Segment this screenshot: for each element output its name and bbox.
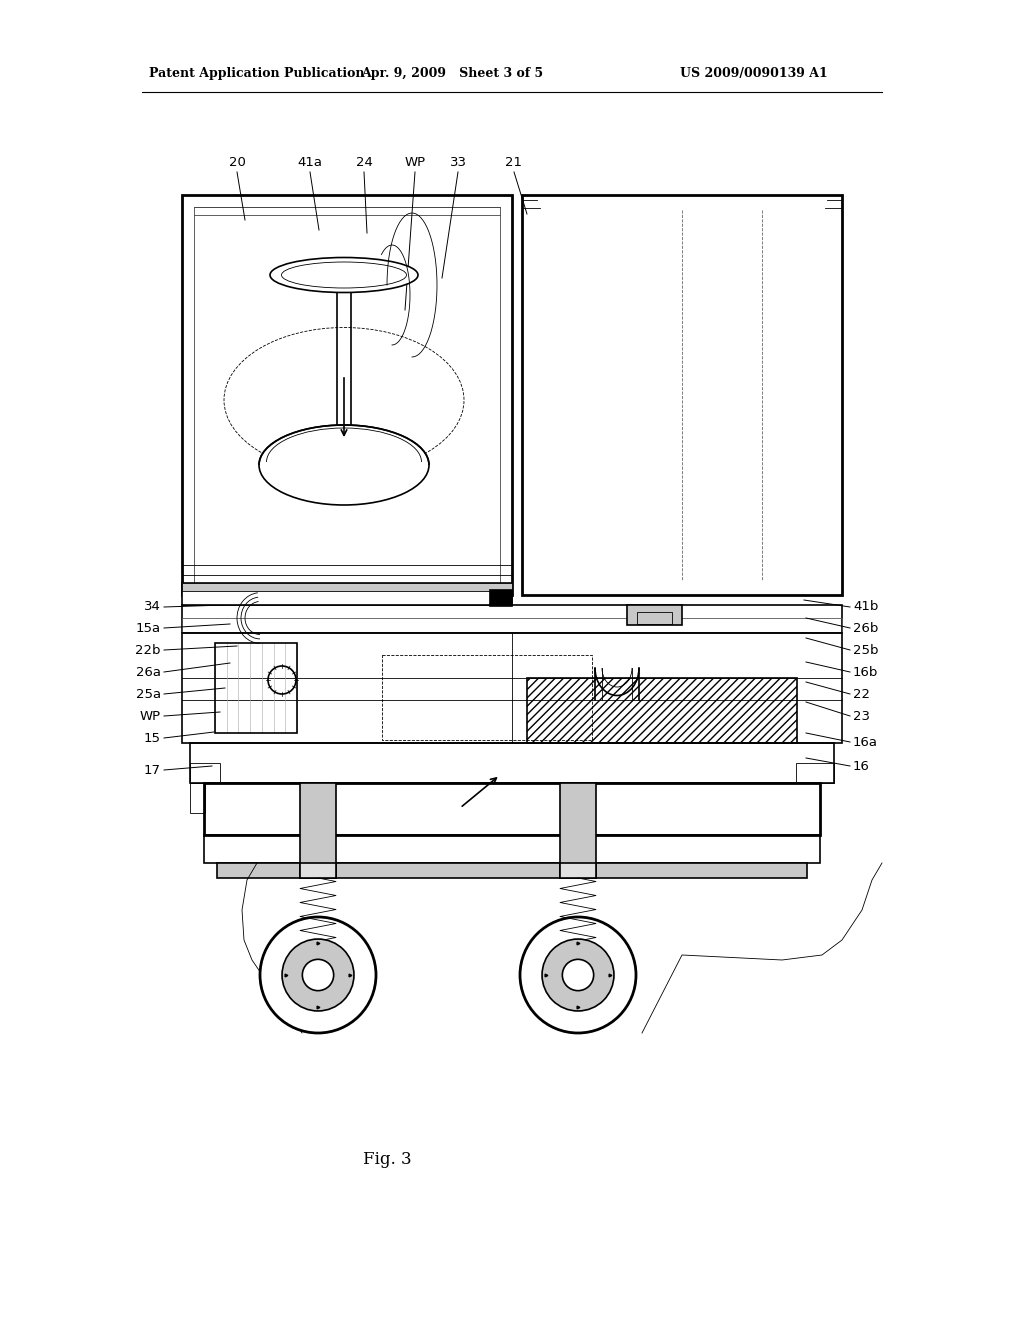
Circle shape xyxy=(520,917,636,1034)
Circle shape xyxy=(282,939,354,1011)
Bar xyxy=(204,783,820,836)
Text: 24: 24 xyxy=(355,156,373,169)
Text: 15a: 15a xyxy=(136,622,161,635)
Text: 22: 22 xyxy=(853,688,870,701)
Text: 16b: 16b xyxy=(853,665,879,678)
Bar xyxy=(300,783,336,878)
Text: 34: 34 xyxy=(144,601,161,614)
Bar xyxy=(560,783,596,878)
Text: 16a: 16a xyxy=(853,735,878,748)
Bar xyxy=(182,583,512,605)
Bar xyxy=(182,618,842,634)
Bar xyxy=(190,763,220,783)
Text: 20: 20 xyxy=(228,156,246,169)
Bar xyxy=(217,863,807,878)
Bar xyxy=(796,763,834,783)
Text: 26b: 26b xyxy=(853,622,879,635)
Text: 21: 21 xyxy=(506,156,522,169)
Text: 26a: 26a xyxy=(136,665,161,678)
Text: 41b: 41b xyxy=(853,601,879,614)
Bar xyxy=(215,643,297,733)
Text: 41a: 41a xyxy=(298,156,323,169)
Text: Fig. 3: Fig. 3 xyxy=(362,1151,412,1168)
Text: WP: WP xyxy=(404,156,426,169)
Text: Patent Application Publication: Patent Application Publication xyxy=(150,66,365,79)
Text: 33: 33 xyxy=(450,156,467,169)
Text: 15: 15 xyxy=(144,731,161,744)
Text: 16: 16 xyxy=(853,759,869,772)
Text: 17: 17 xyxy=(144,763,161,776)
Bar xyxy=(637,612,672,624)
Text: 25b: 25b xyxy=(853,644,879,656)
Bar xyxy=(182,605,842,634)
Text: 25a: 25a xyxy=(136,688,161,701)
Bar xyxy=(182,195,512,595)
Text: US 2009/0090139 A1: US 2009/0090139 A1 xyxy=(680,66,827,79)
Circle shape xyxy=(542,939,614,1011)
Ellipse shape xyxy=(270,257,418,293)
Text: Apr. 9, 2009   Sheet 3 of 5: Apr. 9, 2009 Sheet 3 of 5 xyxy=(360,66,543,79)
Bar xyxy=(190,783,205,813)
Bar xyxy=(182,634,842,743)
Circle shape xyxy=(260,917,376,1034)
Bar xyxy=(527,678,797,743)
Text: WP: WP xyxy=(140,710,161,722)
Bar xyxy=(182,583,512,591)
Bar xyxy=(627,605,682,624)
Bar xyxy=(190,743,834,783)
Bar xyxy=(490,590,512,606)
Text: 22b: 22b xyxy=(135,644,161,656)
Bar xyxy=(560,863,596,878)
Ellipse shape xyxy=(259,425,429,506)
Bar xyxy=(194,207,500,583)
Circle shape xyxy=(562,960,594,990)
Bar xyxy=(204,836,820,863)
Bar xyxy=(382,655,592,741)
Text: 23: 23 xyxy=(853,710,870,722)
Bar xyxy=(300,863,336,878)
Circle shape xyxy=(302,960,334,990)
Bar xyxy=(522,195,842,595)
